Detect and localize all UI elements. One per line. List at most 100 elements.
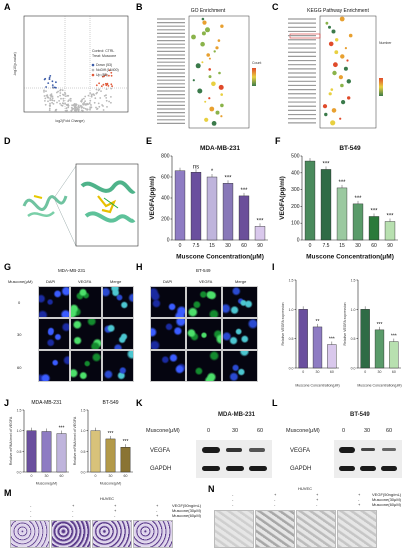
assay-image xyxy=(133,520,173,548)
wb-dose-0-k: 0 xyxy=(207,428,211,434)
volcano-point xyxy=(51,95,54,98)
enrichment-dot xyxy=(191,34,196,40)
wb-band-gapdh-l: GAPDH xyxy=(290,466,312,472)
volcano-point xyxy=(83,97,85,100)
y-tick-label: 1.5 xyxy=(81,409,86,413)
volcano-point xyxy=(81,98,84,101)
significance-label: *** xyxy=(224,175,232,181)
volcano-point xyxy=(90,106,93,109)
enrichment-dot xyxy=(208,75,212,79)
volcano-point xyxy=(108,100,110,103)
x-axis-label: Muscone Concentration(μM) xyxy=(295,384,339,388)
volcano-point xyxy=(62,102,65,105)
x-tick-label: 30 xyxy=(355,243,361,249)
volcano-point xyxy=(94,97,97,100)
condition-mark: - xyxy=(72,508,74,513)
volcano-point xyxy=(75,108,78,111)
volcano-points xyxy=(43,69,113,112)
condition-mark: + xyxy=(156,513,159,518)
assay-image xyxy=(337,510,377,548)
enrichment-dot xyxy=(209,106,215,112)
enrichment-dot xyxy=(201,17,205,21)
enrichment-dot xyxy=(339,117,342,120)
significance-label: *** xyxy=(123,439,129,445)
volcano-point xyxy=(105,84,108,87)
enrichment-dot xyxy=(340,83,344,88)
condition-mark: + xyxy=(358,492,361,497)
volcano-point xyxy=(52,87,55,90)
wb-title-mda: MDA-MB-231 xyxy=(218,412,256,418)
volcano-point xyxy=(46,96,49,99)
volcano-point xyxy=(49,75,52,77)
condition-mark: + xyxy=(316,492,319,497)
enrichment-dot xyxy=(211,81,216,87)
panel-letter-c: C xyxy=(272,2,279,12)
wb-band-gapdh-k: GAPDH xyxy=(150,466,172,472)
condition-mark: - xyxy=(274,502,276,507)
enrichment-dot xyxy=(347,96,351,100)
chart-vegfa-bt549: BT-549 0 100 200 300 400 500 0 7.5 *** 15 *** 30 *** 6… xyxy=(279,145,398,260)
volcano-point xyxy=(95,106,97,109)
volcano-point xyxy=(67,94,70,97)
volcano-point xyxy=(43,91,45,93)
bar xyxy=(206,176,218,241)
y-axis-label: Relative mRNA level of VEGFA xyxy=(73,416,77,465)
volcano-point xyxy=(86,109,88,111)
micrograph xyxy=(222,318,258,350)
enrichment-dot xyxy=(339,16,345,22)
significance-label: *** xyxy=(240,188,248,194)
y-tick-label: 600 xyxy=(161,175,170,181)
go-rows xyxy=(157,17,224,126)
micrograph xyxy=(102,350,134,382)
volcano-point xyxy=(75,110,77,112)
volcano-point xyxy=(84,95,87,98)
enrichment-dot xyxy=(220,115,223,118)
volcano-point xyxy=(69,97,72,100)
x-axis-label: Muscone(μM) xyxy=(36,482,57,486)
condition-mark: - xyxy=(358,497,360,502)
enrichment-dot xyxy=(331,108,337,113)
enrichment-dot xyxy=(208,57,211,60)
volcano-point xyxy=(44,97,47,100)
micrograph xyxy=(70,318,102,350)
assay-image xyxy=(296,510,336,548)
panel-letter-a: A xyxy=(4,2,11,12)
volcano-point xyxy=(60,104,63,107)
enrichment-dot xyxy=(215,46,219,50)
y-tick-label: 0.5 xyxy=(81,450,86,454)
enrichment-dot xyxy=(208,68,211,71)
kegg-title: KEGG Pathway Enrichment xyxy=(307,8,369,14)
enrichment-dot xyxy=(215,110,220,115)
volcano-point xyxy=(59,89,61,92)
volcano-point xyxy=(49,99,52,102)
volcano-point xyxy=(93,94,96,96)
volcano-point xyxy=(75,104,78,106)
kegg-legend-title: Number xyxy=(379,41,392,45)
enrichment-dot xyxy=(328,41,334,47)
panel-letter-e: E xyxy=(146,136,153,146)
micrograph xyxy=(102,286,134,318)
volcano-point xyxy=(101,104,103,106)
chart-relative-vegfa-bt549: 0.0 0.5 1.0 1.5 0 30 *** 60 *** Muscone Concentra… xyxy=(343,279,402,388)
condition-mark: + xyxy=(316,497,319,502)
y-axis-label: Relative VEGFA expression xyxy=(343,302,347,345)
y-tick-label: 100 xyxy=(291,221,300,227)
significance-label: *** xyxy=(391,334,397,340)
volcano-point xyxy=(86,102,88,105)
chart-vegfa-mda: MDA-MB-231 0 200 400 600 800 0 7.5 ns 15 * 30 *** 60 *… xyxy=(149,145,268,260)
chart-relative-vegfa-mda: 0.0 0.5 1.0 1.5 0 30 ** 60 *** Muscone Concentrat… xyxy=(281,279,340,388)
legend-down: Down (53) xyxy=(96,63,112,67)
y-tick-label: 500 xyxy=(291,154,300,160)
micrograph xyxy=(186,318,222,350)
volcano-point xyxy=(51,80,54,83)
bar xyxy=(90,430,101,473)
enrichment-dot xyxy=(332,70,337,76)
y-tick-label: 1.5 xyxy=(351,279,356,283)
volcano-point xyxy=(53,99,56,102)
volcano-point xyxy=(88,102,91,105)
huvec-title-n: HUVEC xyxy=(298,486,313,491)
volcano-point xyxy=(51,101,53,104)
wb-dose-0-l: 0 xyxy=(342,428,346,434)
volcano-point xyxy=(44,100,46,102)
y-tick-label: 0 xyxy=(297,238,300,244)
